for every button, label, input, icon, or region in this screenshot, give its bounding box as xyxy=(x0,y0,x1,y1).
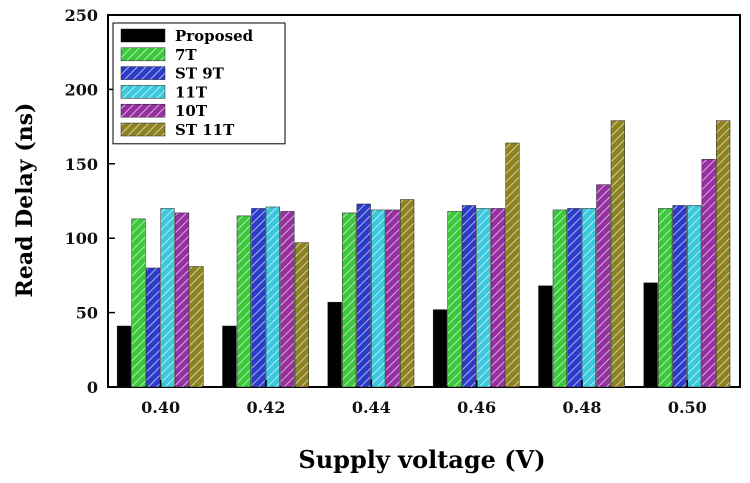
legend-label: 10T xyxy=(175,102,208,120)
x-tick-label: 0.48 xyxy=(563,398,602,417)
bar-7t-0.48 xyxy=(552,209,567,388)
bar-proposed-0.50 xyxy=(643,282,658,388)
bar-10t-0.44 xyxy=(385,209,400,388)
x-tick-label: 0.40 xyxy=(141,398,180,417)
bar-st-11t-0.42 xyxy=(294,242,309,388)
y-tick-label: 0 xyxy=(87,378,98,397)
bar-11t-0.46 xyxy=(476,208,491,388)
bar-7t-0.40 xyxy=(131,218,146,388)
bar-7t-0.42 xyxy=(236,215,251,388)
y-tick-label: 50 xyxy=(76,304,98,323)
bar-11t-0.50 xyxy=(687,205,702,388)
bar-st-11t-0.50 xyxy=(716,120,731,388)
legend-swatch-st-9t xyxy=(120,66,166,80)
legend-label: ST 11T xyxy=(175,121,235,139)
legend-label: ST 9T xyxy=(175,65,225,83)
legend-swatch-10t xyxy=(120,103,166,118)
bar-10t-0.42 xyxy=(280,211,295,388)
bar-st-9t-0.48 xyxy=(567,208,582,388)
bar-proposed-0.42 xyxy=(222,325,237,388)
bar-11t-0.48 xyxy=(581,208,596,388)
bar-st-11t-0.46 xyxy=(505,142,520,388)
bar-st-9t-0.46 xyxy=(461,205,477,388)
x-tick-label: 0.50 xyxy=(668,398,707,417)
y-tick-label: 250 xyxy=(65,6,98,25)
bar-st-11t-0.44 xyxy=(400,199,415,388)
bar-proposed-0.40 xyxy=(116,325,132,388)
bar-st-11t-0.48 xyxy=(610,120,625,388)
x-tick-label: 0.44 xyxy=(352,398,391,417)
legend-swatch-7t xyxy=(120,47,166,62)
bar-proposed-0.44 xyxy=(327,301,342,388)
bar-10t-0.50 xyxy=(701,159,716,388)
bar-proposed-0.46 xyxy=(432,309,448,388)
bar-11t-0.44 xyxy=(371,209,386,388)
x-tick-label: 0.46 xyxy=(457,398,496,417)
y-tick-label: 150 xyxy=(65,155,98,174)
bar-10t-0.48 xyxy=(596,184,611,388)
bar-st-9t-0.44 xyxy=(356,203,371,388)
legend-label: Proposed xyxy=(175,27,254,45)
bar-7t-0.46 xyxy=(447,211,462,388)
bar-proposed-0.48 xyxy=(538,285,553,388)
bars-group xyxy=(116,120,731,388)
bar-st-9t-0.50 xyxy=(672,205,687,388)
bar-10t-0.46 xyxy=(490,208,506,388)
bar-11t-0.40 xyxy=(160,208,175,388)
bar-st-9t-0.40 xyxy=(145,267,161,388)
bar-11t-0.42 xyxy=(265,206,280,388)
bar-st-9t-0.42 xyxy=(251,208,266,388)
bar-7t-0.50 xyxy=(658,208,673,388)
bar-7t-0.44 xyxy=(342,212,357,388)
bar-st-11t-0.40 xyxy=(189,266,204,388)
legend-swatch-proposed xyxy=(120,28,166,43)
y-axis-title: Read Delay (ns) xyxy=(12,103,38,298)
legend-label: 11T xyxy=(175,83,208,101)
axes-group: 0 50 100 150 200 250 0.40 0.42 0.44 0.46 0.48 0.50 xyxy=(65,6,707,417)
y-tick-label: 100 xyxy=(65,229,98,248)
x-axis-title: Supply voltage (V) xyxy=(298,445,545,474)
bar-10t-0.40 xyxy=(174,212,190,388)
legend-swatch-11t xyxy=(120,85,166,99)
y-tick-label: 200 xyxy=(65,80,98,99)
legend-label: 7T xyxy=(175,46,197,64)
x-tick-label: 0.42 xyxy=(247,398,286,417)
legend-swatch-st-11t xyxy=(120,122,166,137)
